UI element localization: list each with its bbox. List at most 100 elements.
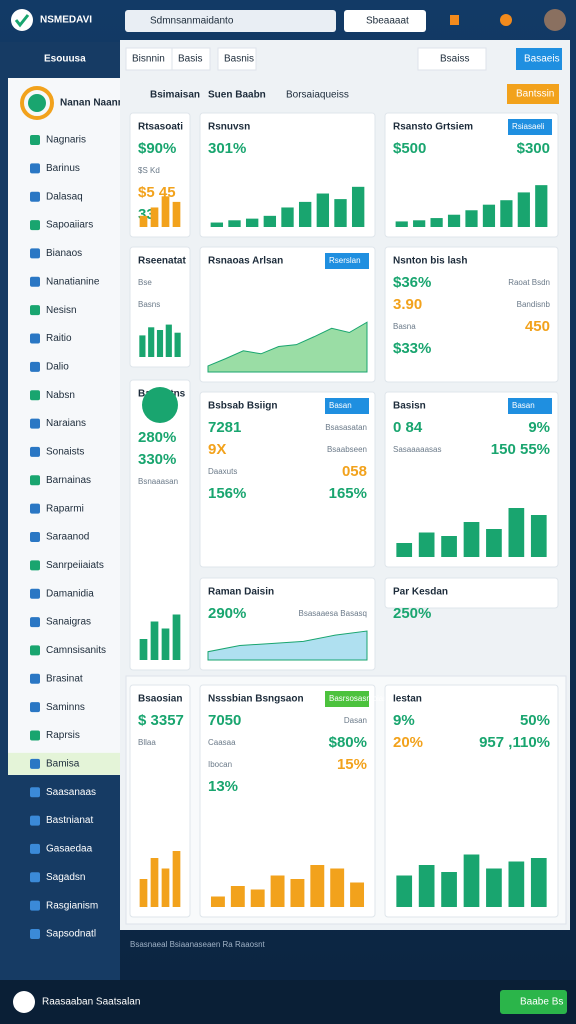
nav-item[interactable]: Nabsn bbox=[46, 390, 75, 401]
nav-item[interactable]: Saraanod bbox=[46, 532, 89, 543]
card-value: $36% bbox=[393, 274, 431, 291]
card-value: $80% bbox=[329, 734, 367, 751]
card-value: Bandisnb bbox=[517, 300, 551, 309]
action-button-text: Bantssin bbox=[516, 89, 554, 100]
card-button[interactable] bbox=[508, 119, 552, 135]
subtab[interactable]: Bsimaisan bbox=[150, 90, 200, 101]
bar bbox=[161, 628, 170, 660]
nav-item[interactable]: Nagnaris bbox=[46, 135, 86, 146]
card bbox=[384, 246, 559, 383]
bar bbox=[161, 196, 170, 227]
card-button[interactable] bbox=[325, 691, 369, 707]
avatar[interactable] bbox=[544, 9, 566, 31]
nav-item[interactable]: Sapoaiiars bbox=[46, 220, 93, 231]
bar bbox=[150, 858, 159, 907]
nav-item[interactable]: Raitio bbox=[46, 333, 72, 344]
nav-item[interactable]: Dalasaq bbox=[46, 191, 83, 202]
card-title: Basisn bbox=[393, 401, 426, 412]
nav-item[interactable]: Camnsisanits bbox=[46, 645, 106, 656]
nav-item[interactable]: Raprsis bbox=[46, 730, 80, 741]
nav-item[interactable]: Raparmi bbox=[46, 503, 84, 514]
logo bbox=[11, 9, 33, 31]
subtab[interactable]: Suen Baabn bbox=[208, 90, 266, 101]
card-title: Iestan bbox=[393, 694, 422, 705]
nav-icon bbox=[30, 929, 40, 939]
card-value: 15% bbox=[337, 756, 367, 773]
card-title: Rsnaoas Arlsan bbox=[208, 256, 283, 267]
nav-item[interactable]: Barinus bbox=[46, 163, 80, 174]
nav-item[interactable]: Bastnianat bbox=[46, 815, 93, 826]
tab[interactable] bbox=[171, 47, 211, 71]
card-value: 156% bbox=[208, 485, 246, 502]
bar bbox=[441, 872, 457, 907]
card-value: Bsnaaasan bbox=[138, 477, 178, 486]
footer-note: Bsasnaeal Bsiaanaseaen Ra Raaosnt bbox=[130, 940, 266, 949]
subtab[interactable]: Borsaiaqueiss bbox=[286, 90, 349, 101]
card bbox=[199, 684, 376, 918]
card-button-text: Basrsosasnibian bbox=[329, 694, 388, 703]
bottom-button[interactable] bbox=[500, 990, 567, 1014]
nav-item[interactable]: Dalio bbox=[46, 361, 69, 372]
card-button[interactable] bbox=[508, 398, 552, 414]
card-title: Rsansto Grtsiem bbox=[393, 122, 473, 133]
bar bbox=[530, 515, 547, 557]
nav-item[interactable]: Sagadsn bbox=[46, 872, 85, 883]
nav-item[interactable]: Sanaigras bbox=[46, 617, 91, 628]
nav-item[interactable]: Barnainas bbox=[46, 475, 91, 486]
nav-item[interactable]: Damanidia bbox=[46, 588, 94, 599]
bar bbox=[263, 215, 277, 227]
nav-item[interactable]: Nesisn bbox=[46, 305, 77, 316]
card-value: Caasaa bbox=[208, 738, 236, 747]
card-value: $33% bbox=[393, 340, 431, 357]
card-value: 13% bbox=[208, 778, 238, 795]
search-box[interactable] bbox=[125, 10, 336, 32]
bar bbox=[500, 200, 513, 227]
nav-item[interactable]: Gasaedaa bbox=[46, 844, 93, 855]
card-value: Bsaabseen bbox=[327, 445, 367, 454]
nav-item[interactable]: Nanatianine bbox=[46, 276, 100, 287]
nav-icon bbox=[30, 361, 40, 372]
card-value: Bsasasatan bbox=[325, 423, 367, 432]
nav-item[interactable]: Saminns bbox=[46, 702, 85, 713]
bar bbox=[139, 335, 146, 357]
active-item-bg bbox=[8, 752, 120, 775]
nav-item[interactable]: Rasgianism bbox=[46, 900, 98, 911]
card-value: Ibocan bbox=[208, 760, 232, 769]
tab-button[interactable] bbox=[516, 48, 562, 70]
action-button[interactable] bbox=[507, 84, 559, 104]
bar bbox=[535, 185, 548, 227]
nav-item[interactable]: Sapsodnatl bbox=[46, 929, 96, 940]
bar bbox=[310, 865, 325, 907]
card-button[interactable] bbox=[325, 398, 369, 414]
nav-item[interactable]: Bamisa bbox=[46, 758, 80, 769]
card-value: Sasaaaaasas bbox=[393, 445, 441, 454]
nav-item[interactable]: Saasanaas bbox=[46, 787, 96, 798]
bar bbox=[465, 210, 478, 227]
nav-item[interactable]: Naraians bbox=[46, 418, 86, 429]
nav-item[interactable]: Sanrpeiiaiats bbox=[46, 560, 104, 571]
tab-label[interactable]: Bisnnin bbox=[132, 54, 165, 65]
card-button[interactable] bbox=[325, 253, 369, 269]
tab-label[interactable]: Basnis bbox=[224, 54, 254, 65]
tab-label[interactable]: Basis bbox=[178, 54, 202, 65]
card-value: Bllaa bbox=[138, 738, 156, 747]
card-button-text: Rserslan bbox=[329, 256, 361, 265]
bar bbox=[150, 207, 159, 227]
tab[interactable] bbox=[217, 47, 257, 71]
bar bbox=[482, 204, 496, 227]
nav-icon bbox=[30, 276, 40, 287]
bottom-button-text: Baabe Bs bbox=[520, 997, 563, 1008]
nav-icon bbox=[30, 503, 40, 514]
bar bbox=[418, 865, 435, 907]
tab-search[interactable] bbox=[417, 47, 487, 71]
nav-icon bbox=[30, 588, 40, 599]
card-value: 0 84 bbox=[393, 419, 423, 436]
donut bbox=[142, 387, 178, 423]
nav-item[interactable]: Sonaists bbox=[46, 447, 84, 458]
card-value: 957 ,110% bbox=[479, 734, 550, 751]
bar bbox=[441, 536, 457, 557]
nav-icon bbox=[30, 815, 40, 826]
nav-item[interactable]: Brasinat bbox=[46, 673, 83, 684]
header-button[interactable] bbox=[344, 10, 426, 32]
nav-item[interactable]: Bianaos bbox=[46, 248, 82, 259]
